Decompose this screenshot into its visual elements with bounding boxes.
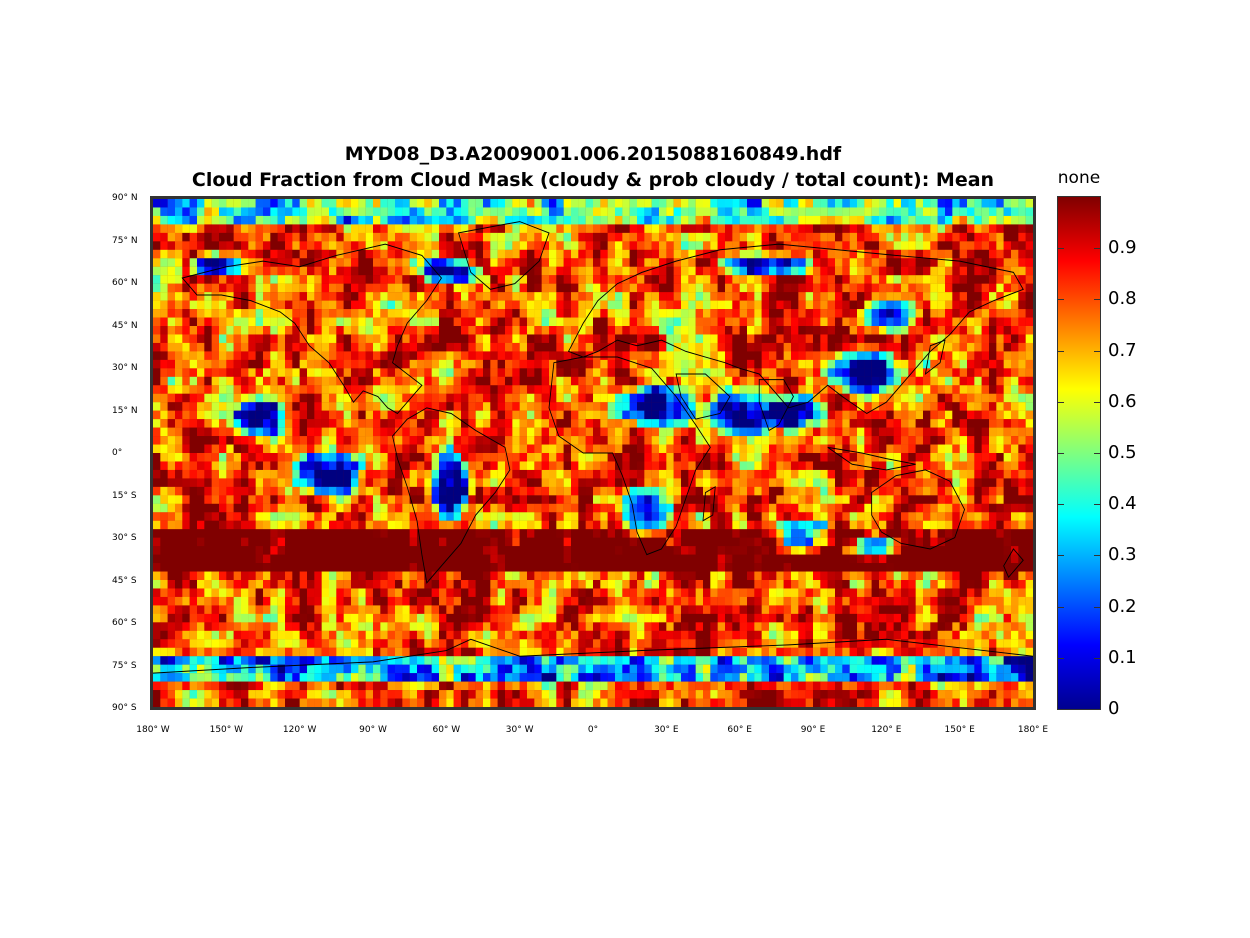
colorbar-tick-mark: [1094, 299, 1100, 301]
lat-tick-label: 90° S: [112, 703, 137, 713]
lon-tick-label: 90° W: [359, 725, 387, 735]
colorbar-tick-mark: [1058, 709, 1064, 710]
lon-tick-label: 120° W: [282, 725, 317, 735]
lat-tick-label: 75° N: [112, 235, 138, 246]
coastline-arabia: [675, 373, 731, 420]
colorbar-tick-label: 0.1: [1108, 646, 1137, 668]
colorbar-tick-mark: [1094, 606, 1100, 608]
colorbar-tick-mark: [1058, 453, 1064, 454]
coastline-india: [758, 379, 794, 432]
lat-tick-label: 90° N: [112, 193, 138, 203]
colorbar-tick-mark: [1058, 657, 1064, 659]
colorbar-tick-label: 0.9: [1108, 237, 1137, 259]
lon-tick-label: 180° E: [1017, 725, 1049, 735]
cloud-fraction-map: [150, 196, 1036, 710]
lon-tick-label: 120° E: [871, 725, 902, 735]
coastline-japan: [924, 339, 946, 376]
cloud-fraction-heatmap: [153, 199, 1033, 707]
lat-tick-label: 75° S: [112, 660, 137, 671]
colorbar-tick-label: 0.8: [1108, 288, 1137, 310]
colorbar-tick-mark: [1058, 299, 1064, 301]
colorbar-tick-mark: [1058, 606, 1064, 608]
colorbar-tick-label: 0.3: [1108, 544, 1137, 566]
lon-tick-label: 30° E: [654, 725, 679, 735]
colorbar-tick-label: 0: [1108, 698, 1120, 719]
coastline-greenland: [457, 221, 550, 290]
lon-tick-label: 60° W: [432, 725, 461, 735]
coastline-south-america: [392, 407, 511, 584]
colorbar-tick-mark: [1058, 504, 1064, 506]
colorbar: [1057, 196, 1101, 710]
colorbar-tick-mark: [1058, 401, 1064, 403]
lon-tick-label: 150° W: [209, 725, 244, 735]
lat-tick-label: 15° N: [112, 405, 138, 416]
colorbar-tick-mark: [1094, 709, 1100, 710]
coastline-indonesia: [827, 446, 916, 471]
title-line-2: Cloud Fraction from Cloud Mask (cloudy &…: [191, 169, 995, 191]
lon-tick-label: 180° W: [136, 725, 170, 735]
coastline-eurasia: [567, 243, 1024, 415]
colorbar-tick-mark: [1094, 248, 1100, 250]
coastline-africa: [548, 356, 711, 556]
coastline-north-america: [181, 243, 443, 415]
colorbar-tick-label: 0.6: [1108, 390, 1137, 412]
lon-tick-label: 30° W: [505, 725, 534, 735]
colorbar-tick-label: 0.7: [1108, 339, 1137, 361]
lat-tick-label: 45° S: [112, 575, 137, 586]
title-line-1: MYD08_D3.A2009001.006.2015088160849.hdf: [344, 143, 842, 165]
colorbar-tick-mark: [1094, 401, 1100, 403]
coastline-new-zealand: [1003, 548, 1024, 579]
colorbar-tick-label: 0.5: [1108, 442, 1137, 463]
coastline-madagascar: [702, 486, 716, 522]
colorbar-label: none: [1057, 168, 1101, 188]
lat-tick-label: 15° S: [112, 490, 137, 501]
colorbar-tick-mark: [1094, 504, 1100, 506]
colorbar-tick-mark: [1094, 453, 1100, 454]
lon-tick-label: 90° E: [800, 725, 826, 735]
coastline-australia: [871, 469, 966, 550]
lon-tick-label: 60° E: [727, 725, 752, 735]
lat-tick-label: 0°: [112, 448, 123, 458]
lat-tick-label: 30° N: [112, 363, 138, 373]
lon-tick-label: 0°: [587, 725, 599, 735]
colorbar-tick-label: 0.4: [1108, 493, 1137, 515]
colorbar-tick-label: 0.2: [1108, 595, 1137, 617]
colorbar-tick-mark: [1094, 350, 1100, 352]
lat-tick-label: 45° N: [112, 320, 138, 331]
coastline-antarctica: [153, 638, 1033, 674]
lon-tick-label: 150° E: [944, 725, 975, 735]
colorbar-tick-mark: [1058, 555, 1064, 557]
lat-tick-label: 60° S: [112, 618, 137, 628]
colorbar-tick-mark: [1094, 555, 1100, 557]
lat-tick-label: 30° S: [112, 533, 137, 543]
colorbar-tick-mark: [1058, 350, 1064, 352]
colorbar-tick-mark: [1094, 657, 1100, 659]
lat-tick-label: 60° N: [112, 278, 138, 288]
colorbar-tick-mark: [1058, 248, 1064, 250]
